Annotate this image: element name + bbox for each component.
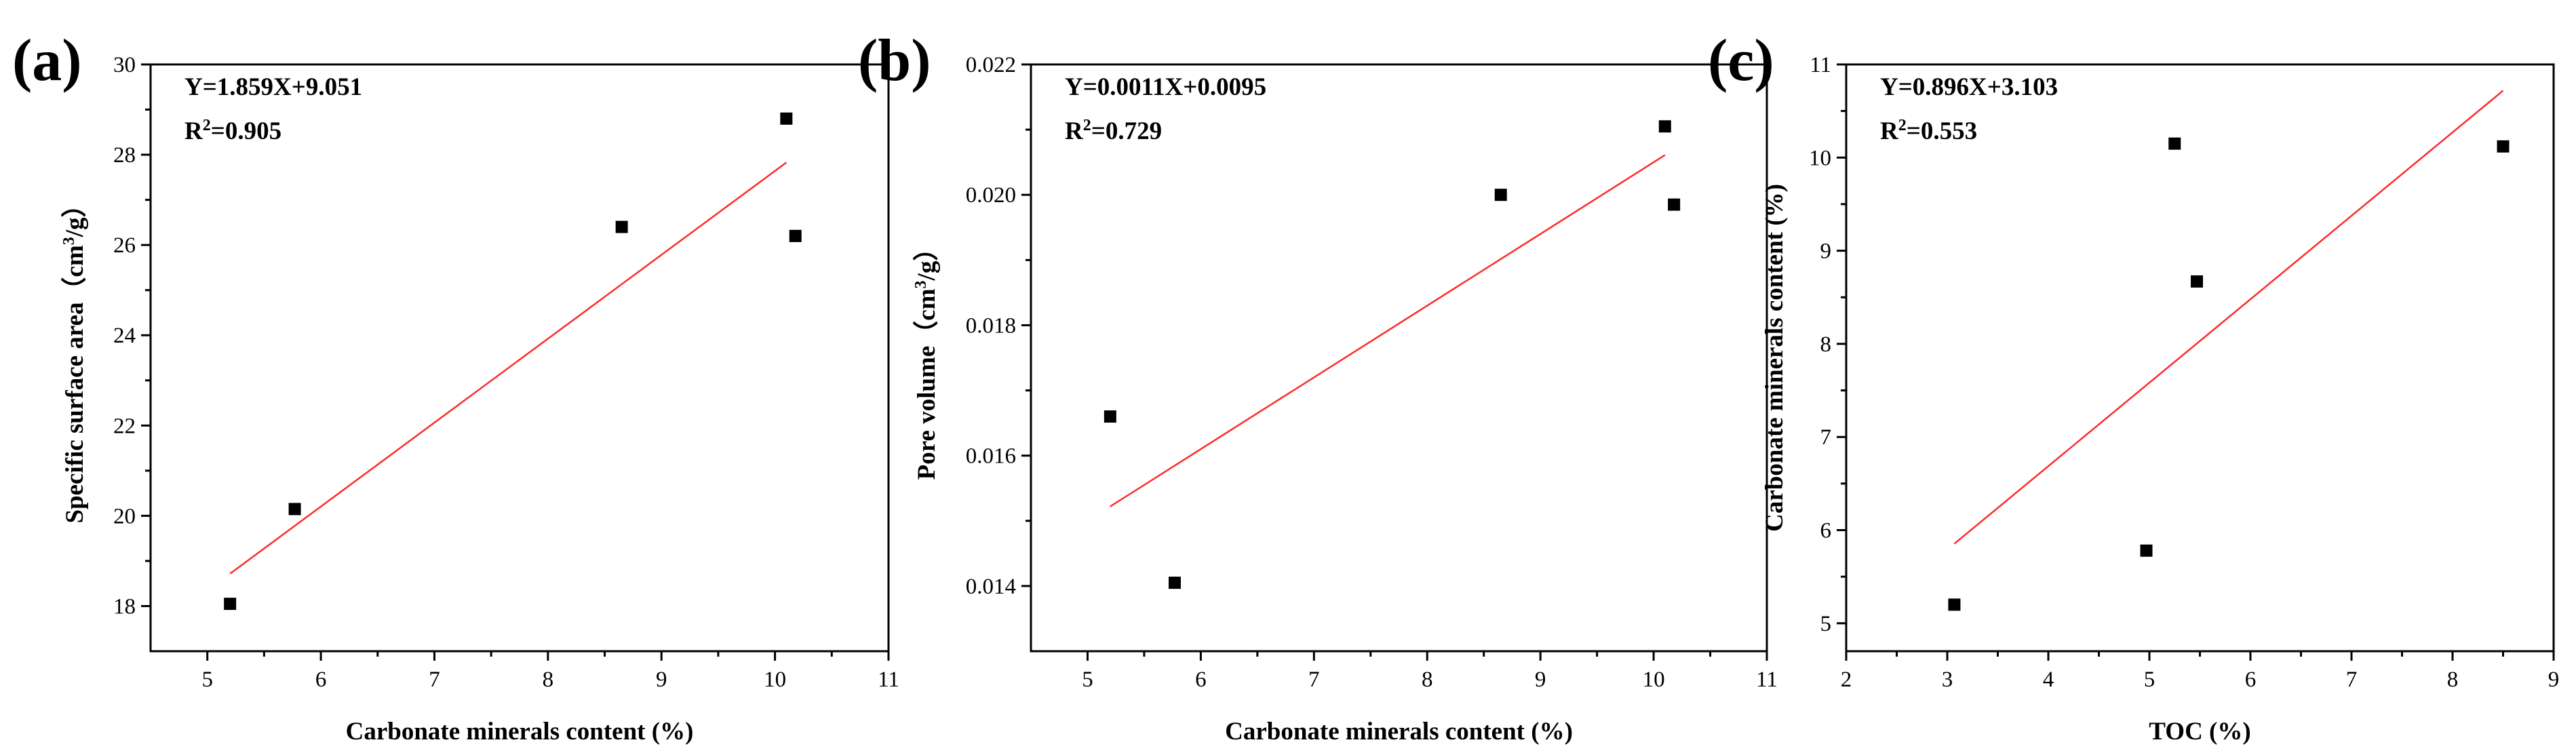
y-tick-label: 0.022 xyxy=(966,53,1016,77)
x-tick-label: 10 xyxy=(764,667,786,692)
chart-panel-2: (c) 2 3 4 5 6 7 8 9 5 6 7 8 9 10 11 Y=0.896X+3.103 R2=0.5… xyxy=(1708,28,2559,746)
regression-equation: Y=1.859X+9.051 xyxy=(184,73,362,101)
data-point xyxy=(615,220,628,233)
x-tick-label: 5 xyxy=(2144,667,2155,692)
data-point xyxy=(2497,140,2510,153)
x-tick-label: 9 xyxy=(1535,667,1546,692)
x-tick-label: 11 xyxy=(1756,667,1778,692)
x-tick-label: 4 xyxy=(2043,667,2054,692)
x-tick-label: 8 xyxy=(2447,667,2459,692)
x-tick-label: 5 xyxy=(1082,667,1093,692)
y-axis-title: Carbonate minerals content (%) xyxy=(1761,184,1789,532)
data-point xyxy=(224,598,237,611)
r-squared: R2=0.729 xyxy=(1065,117,1162,145)
y-tick-label: 18 xyxy=(113,594,136,619)
data-point xyxy=(2168,137,2181,150)
plot-frame xyxy=(1030,63,1768,653)
regression-line xyxy=(1110,154,1666,507)
x-tick-label: 9 xyxy=(2548,667,2560,692)
y-tick-label: 0.018 xyxy=(966,313,1016,338)
x-tick-label: 7 xyxy=(1308,667,1320,692)
chart-panel-0: (a) 5 6 7 8 9 10 11 18 20 22 24 26 28 30 Y=1.859X+9.051… xyxy=(12,28,899,746)
data-point xyxy=(1668,198,1681,211)
plot-frame xyxy=(149,63,890,653)
y-tick-label: 10 xyxy=(1809,146,1831,170)
y-tick-label: 6 xyxy=(1820,519,1832,543)
x-tick-label: 6 xyxy=(315,667,327,692)
data-point xyxy=(2191,275,2204,288)
x-tick-label: 9 xyxy=(656,667,667,692)
y-tick-label: 30 xyxy=(113,53,136,77)
regression-equation: Y=0.0011X+0.0095 xyxy=(1065,73,1266,101)
regression-line xyxy=(229,161,787,575)
panel-label: (c) xyxy=(1708,28,1774,94)
x-axis-title: Carbonate minerals content (%) xyxy=(346,718,694,746)
r-squared: R2=0.553 xyxy=(1880,117,1977,145)
data-point xyxy=(1948,598,1961,611)
x-tick-label: 3 xyxy=(1942,667,1953,692)
y-tick-label: 0.020 xyxy=(966,183,1016,208)
y-tick-label: 11 xyxy=(1810,53,1831,77)
regression-line xyxy=(1953,90,2504,545)
panel-label: (b) xyxy=(858,28,931,94)
x-tick-label: 7 xyxy=(2346,667,2358,692)
y-tick-label: 26 xyxy=(113,233,136,258)
y-tick-label: 0.016 xyxy=(966,444,1016,469)
y-tick-label: 9 xyxy=(1820,239,1832,264)
x-tick-label: 11 xyxy=(878,667,899,692)
data-point xyxy=(1168,577,1181,589)
data-point xyxy=(1658,120,1671,133)
y-axis-title: Pore volume（cm3/g） xyxy=(912,236,941,480)
y-tick-label: 28 xyxy=(113,143,136,168)
x-tick-label: 6 xyxy=(1195,667,1207,692)
panel-label: (a) xyxy=(12,28,82,94)
x-tick-label: 7 xyxy=(429,667,440,692)
x-tick-label: 10 xyxy=(1643,667,1665,692)
data-point xyxy=(789,229,802,242)
y-tick-label: 22 xyxy=(113,414,136,438)
y-tick-label: 8 xyxy=(1820,332,1832,357)
data-point xyxy=(780,112,793,125)
y-tick-label: 7 xyxy=(1820,425,1832,450)
plot-frame xyxy=(1845,63,2555,653)
data-point xyxy=(1104,410,1116,423)
y-axis-title: Specific surface area（cm3/g） xyxy=(60,192,89,523)
regression-equation: Y=0.896X+3.103 xyxy=(1880,73,2058,101)
y-tick-label: 5 xyxy=(1820,612,1832,636)
x-tick-label: 8 xyxy=(1422,667,1433,692)
x-tick-label: 5 xyxy=(201,667,213,692)
data-point xyxy=(1494,189,1507,201)
x-tick-label: 6 xyxy=(2245,667,2257,692)
y-tick-label: 20 xyxy=(113,504,136,528)
y-tick-label: 0.014 xyxy=(966,575,1016,599)
r-squared: R2=0.905 xyxy=(184,117,281,145)
x-tick-label: 8 xyxy=(543,667,554,692)
chart-panel-1: (b) 5 6 7 8 9 10 11 0.014 0.016 0.018 0.020 0.022 Y=0… xyxy=(858,28,1778,746)
y-tick-label: 24 xyxy=(113,324,136,348)
data-point xyxy=(2140,544,2153,557)
data-point xyxy=(288,503,301,516)
x-tick-label: 2 xyxy=(1841,667,1852,692)
x-axis-title: Carbonate minerals content (%) xyxy=(1225,718,1573,746)
x-axis-title: TOC (%) xyxy=(2149,718,2250,746)
